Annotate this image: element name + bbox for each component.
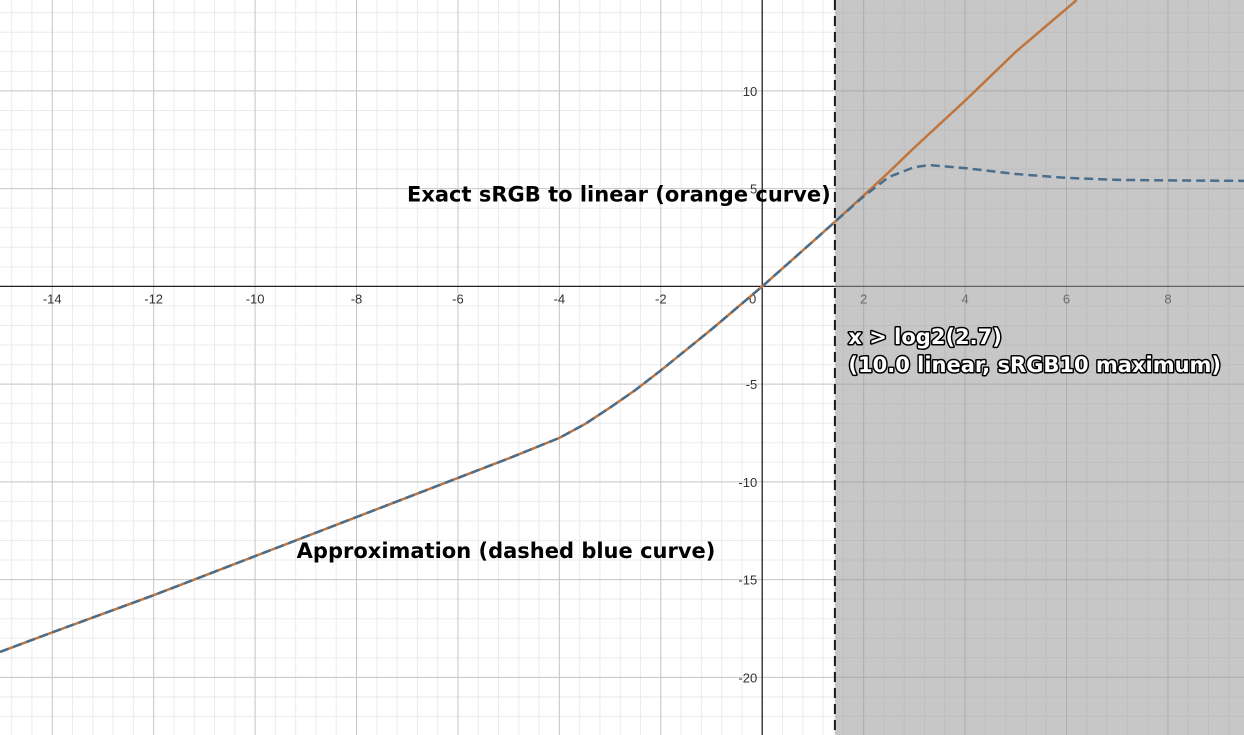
x-tick-label: -6	[452, 291, 464, 306]
approximation-curve	[0, 163, 1244, 654]
approximation-curve-label: Approximation (dashed blue curve)	[297, 539, 716, 563]
region-label: x > log2(2.7) (10.0 linear, sRGB10 maximu…	[848, 325, 1221, 377]
x-tick-label: -8	[351, 291, 363, 306]
y-tick-label: -20	[738, 670, 757, 685]
y-tick-label: 5	[750, 182, 757, 197]
x-tick-label: -10	[246, 291, 265, 306]
origin-label: 0	[749, 291, 756, 306]
exact-curve-label: Exact sRGB to linear (orange curve)	[407, 182, 831, 206]
x-tick-label: -2	[655, 291, 667, 306]
x-tick-label: -12	[144, 291, 163, 306]
x-tick-label: -4	[554, 291, 566, 306]
y-tick-label: -15	[738, 573, 757, 588]
shaded-region	[834, 0, 1244, 735]
y-tick-label: -5	[746, 377, 758, 392]
y-tick-label: -10	[738, 475, 757, 490]
y-tick-label: 10	[743, 84, 757, 99]
x-tick-label: -14	[43, 291, 62, 306]
